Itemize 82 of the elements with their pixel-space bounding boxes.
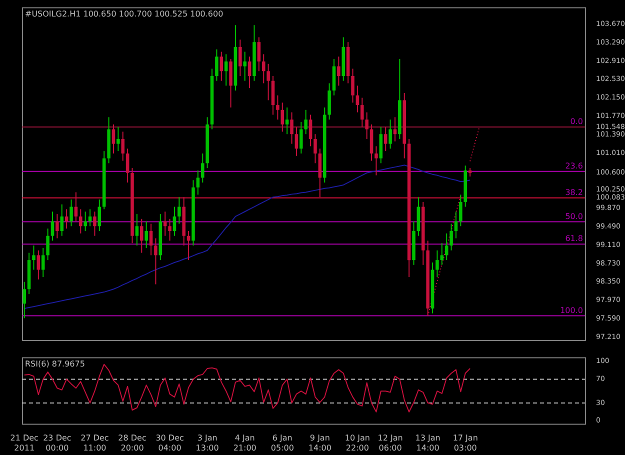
candlestick xyxy=(121,131,125,162)
candlestick xyxy=(266,63,270,101)
x-tick-label: 27 Dec 11:00 xyxy=(80,434,109,452)
candlestick xyxy=(172,206,176,236)
x-tick-label: 6 Jan 05:00 xyxy=(270,434,294,452)
candlestick xyxy=(22,281,26,319)
candlestick xyxy=(154,238,158,285)
candlestick xyxy=(440,242,444,266)
candlestick xyxy=(454,211,458,239)
candlestick xyxy=(257,36,261,72)
x-tick-label: 23 Dec 00:00 xyxy=(43,434,72,452)
candlestick xyxy=(300,122,303,154)
candlestick xyxy=(56,214,59,239)
candlestick xyxy=(294,126,298,156)
candlestick xyxy=(308,114,312,147)
candlestick xyxy=(149,223,153,256)
chart-title: #USOILG2.H1 100.650 100.700 100.525 100.600 xyxy=(25,9,224,18)
candlestick xyxy=(351,68,354,104)
candlestick xyxy=(79,208,82,234)
candlestick xyxy=(360,97,364,128)
candlestick xyxy=(50,211,54,242)
candlestick xyxy=(70,199,73,227)
x-tick-label: 10 Jan 22:00 xyxy=(344,434,370,452)
candlestick xyxy=(374,146,378,176)
candlestick xyxy=(116,126,120,152)
candlestick xyxy=(112,124,116,154)
annotation: 100.0 xyxy=(560,306,583,315)
candlestick xyxy=(280,102,284,132)
candlestick xyxy=(248,56,252,89)
x-tick-label: 30 Dec 04:00 xyxy=(156,434,184,452)
candlestick xyxy=(46,228,50,261)
candlestick xyxy=(450,223,453,251)
annotation: 50.0 xyxy=(565,212,583,221)
candlestick xyxy=(36,250,40,280)
x-tick-label: 4 Jan 21:00 xyxy=(233,434,256,452)
x-tick-label: 3 Jan 13:00 xyxy=(196,434,219,452)
candlestick xyxy=(32,245,36,270)
candlestick xyxy=(365,112,368,140)
candlestick xyxy=(384,126,388,152)
x-tick-label: 28 Dec 20:00 xyxy=(118,434,146,452)
candlestick xyxy=(444,232,448,261)
candlestick xyxy=(93,211,96,236)
x-tick-label: 9 Jan 14:00 xyxy=(308,434,332,452)
x-tick-label: 17 Jan 03:00 xyxy=(452,434,478,452)
candlestick xyxy=(215,48,218,82)
candlestick xyxy=(290,112,294,144)
candlestick xyxy=(60,204,64,236)
candlestick xyxy=(459,194,462,227)
candlestick xyxy=(140,218,144,254)
candlestick xyxy=(337,56,340,86)
x-tick-label: 12 Jan 06:00 xyxy=(378,434,403,452)
chart-title: RSI(6) 87.9675 xyxy=(25,359,85,368)
candlestick xyxy=(64,208,68,230)
annotation: 23.6 xyxy=(565,162,583,170)
candlestick xyxy=(144,220,148,248)
candlestick xyxy=(200,152,204,184)
candlestick xyxy=(88,208,92,227)
candlestick xyxy=(196,170,200,196)
candlestick xyxy=(126,148,130,184)
candlestick xyxy=(285,106,289,135)
candlestick xyxy=(304,109,308,135)
candlestick xyxy=(168,218,172,242)
candlestick xyxy=(84,211,87,232)
candlestick xyxy=(276,94,280,120)
annotation: 0.0 xyxy=(570,117,583,126)
candlestick xyxy=(135,214,139,246)
candlestick xyxy=(243,51,246,82)
candlestick xyxy=(262,54,266,84)
candlestick xyxy=(238,39,242,76)
candlestick xyxy=(388,119,392,150)
candlestick xyxy=(74,192,78,222)
candlestick xyxy=(314,134,317,164)
candlestick xyxy=(178,196,181,224)
annotation: 61.8 xyxy=(565,234,583,244)
candlestick xyxy=(41,247,45,278)
candlestick xyxy=(224,54,228,86)
x-tick-label: 13 Jan 14:00 xyxy=(415,434,440,452)
candlestick xyxy=(436,250,439,278)
candlestick xyxy=(220,51,224,82)
candlestick xyxy=(356,85,360,113)
annotation: 38.2 xyxy=(565,188,583,197)
x-tick-label: 21 Dec 2011 xyxy=(10,434,38,452)
